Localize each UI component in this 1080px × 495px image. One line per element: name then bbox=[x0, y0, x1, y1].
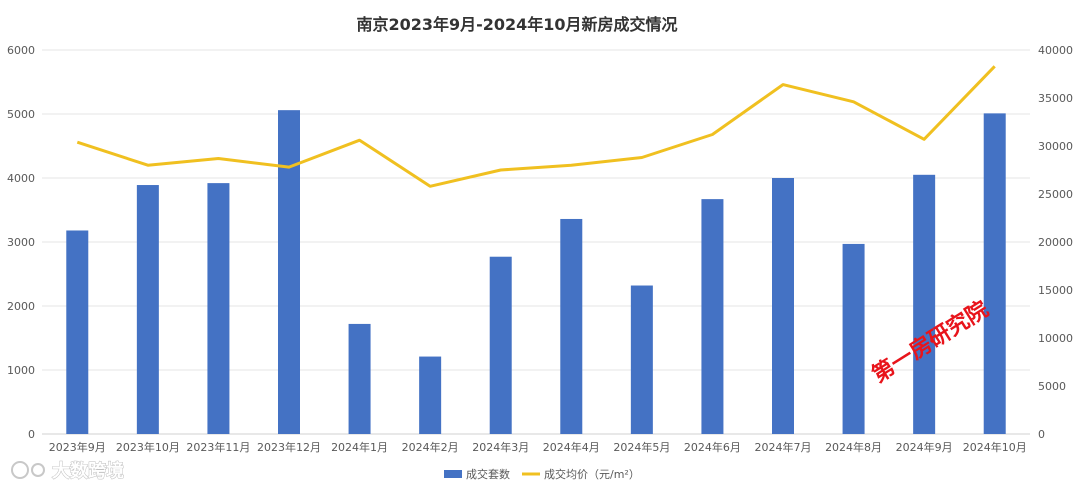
bar bbox=[560, 218, 583, 434]
right-tick-label: 10000 bbox=[1038, 332, 1073, 345]
bar bbox=[913, 174, 936, 435]
left-tick-label: 2000 bbox=[7, 300, 35, 313]
right-tick-label: 30000 bbox=[1038, 140, 1073, 153]
right-tick-label: 40000 bbox=[1038, 44, 1073, 57]
right-tick-label: 15000 bbox=[1038, 284, 1073, 297]
logo-icon-inner bbox=[31, 463, 45, 477]
x-tick-label: 2024年6月 bbox=[684, 440, 741, 454]
x-tick-label: 2024年2月 bbox=[402, 440, 459, 454]
x-tick-label: 2023年9月 bbox=[49, 440, 106, 454]
bar bbox=[842, 243, 865, 434]
price-line bbox=[76, 65, 996, 188]
x-tick-label: 2024年9月 bbox=[896, 440, 953, 454]
bar bbox=[630, 285, 653, 434]
left-tick-label: 6000 bbox=[7, 44, 35, 57]
left-axis: 0 1000 2000 3000 4000 5000 6000 bbox=[7, 44, 35, 441]
x-tick-label: 2024年3月 bbox=[472, 440, 529, 454]
bar bbox=[489, 256, 512, 434]
x-tick-label: 2024年10月 bbox=[963, 440, 1027, 454]
bar bbox=[207, 183, 230, 434]
bar bbox=[348, 323, 371, 434]
left-tick-label: 4000 bbox=[7, 172, 35, 185]
legend: 成交套数 成交均价（元/m²） bbox=[444, 467, 640, 481]
right-tick-label: 5000 bbox=[1038, 380, 1066, 393]
x-tick-label: 2024年4月 bbox=[543, 440, 600, 454]
bar bbox=[983, 113, 1006, 435]
bar bbox=[701, 199, 724, 434]
bar-series bbox=[66, 110, 1006, 435]
bar bbox=[278, 110, 300, 434]
right-tick-label: 20000 bbox=[1038, 236, 1073, 249]
x-tick-label: 2023年12月 bbox=[257, 440, 321, 454]
legend-line-label: 成交均价（元/m²） bbox=[544, 467, 640, 481]
logo-icon bbox=[11, 461, 29, 479]
right-tick-label: 35000 bbox=[1038, 92, 1073, 105]
left-tick-label: 1000 bbox=[7, 364, 35, 377]
x-tick-label: 2023年11月 bbox=[186, 440, 250, 454]
x-tick-label: 2023年10月 bbox=[116, 440, 180, 454]
right-tick-label: 25000 bbox=[1038, 188, 1073, 201]
left-tick-label: 5000 bbox=[7, 108, 35, 121]
x-tick-label: 2024年1月 bbox=[331, 440, 388, 454]
bar bbox=[136, 185, 159, 434]
x-tick-label: 2024年8月 bbox=[825, 440, 882, 454]
left-tick-label: 0 bbox=[28, 428, 35, 441]
legend-bar-label: 成交套数 bbox=[466, 467, 510, 481]
left-tick-label: 3000 bbox=[7, 236, 35, 249]
bar bbox=[66, 230, 89, 434]
line-series bbox=[76, 65, 996, 188]
x-axis: 2023年9月 2023年10月 2023年11月 2023年12月 2024年1月 20… bbox=[49, 440, 1027, 454]
x-tick-label: 2024年5月 bbox=[613, 440, 670, 454]
logo-watermark: 大数跨境 bbox=[11, 460, 124, 482]
chart-title: 南京2023年9月-2024年10月新房成交情况 bbox=[356, 15, 677, 34]
right-tick-label: 0 bbox=[1038, 428, 1045, 441]
legend-bar-swatch bbox=[444, 470, 462, 478]
bar bbox=[772, 178, 794, 434]
bar bbox=[419, 356, 442, 434]
right-axis: 0 5000 10000 15000 20000 25000 30000 35000 40000 bbox=[1038, 44, 1073, 441]
x-tick-label: 2024年7月 bbox=[755, 440, 812, 454]
gridlines bbox=[42, 49, 1030, 435]
logo-text: 大数跨境 bbox=[52, 460, 124, 482]
